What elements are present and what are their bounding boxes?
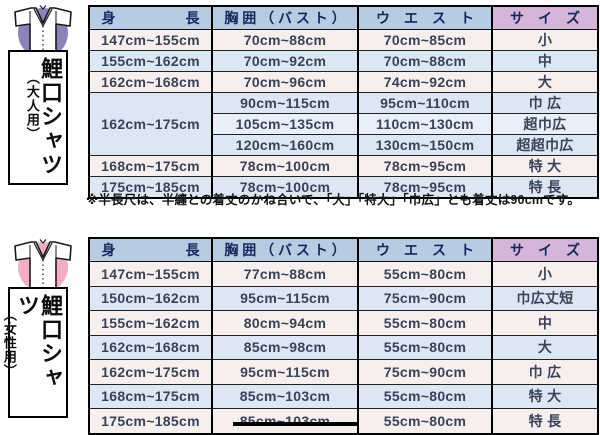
cell-waist: 110cm~130cm [357,113,492,135]
cell-height: 155cm~162cm [89,310,212,335]
header-height: 身 長 [89,6,212,30]
table-row: 147cm~155cm 77cm~88cm 55cm~80cm 小 [89,261,598,286]
cell-chest: 78cm~100cm [211,176,358,198]
cell-waist: 55cm~80cm [357,334,492,360]
cell-waist: 55cm~80cm [357,261,492,286]
cell-chest: 70cm~96cm [211,71,358,93]
cell-size: 巾 広 [491,92,598,114]
table-row: 120cm~160cm 130cm~150cm 超超巾広 [89,134,598,156]
footnote-text: ※半長尺は、半纏との着丈のかね合いで、「大」「特大」「巾広」とも着丈は90cmで… [86,193,581,207]
cell-chest: 95cm~115cm [211,285,358,311]
cell-height: 168cm~175cm [89,155,212,177]
cell-size: 特 大 [491,383,598,409]
product-variant-adult: （大人用） [23,71,39,141]
header-waist: ウ エ ス ト [357,6,492,30]
cell-chest: 70cm~92cm [211,50,358,72]
cell-size: 大 [491,334,598,360]
cell-height: 147cm~155cm [89,29,212,51]
koikuchi-shirt-icon-adult [14,5,72,58]
cell-chest: 95cm~115cm [211,359,358,384]
header-waist: ウ エ ス ト [357,238,492,262]
table-row: 105cm~135cm 110cm~130cm 超巾広 [89,113,598,135]
cell-waist: 70cm~85cm [357,29,492,51]
cell-height: 147cm~155cm [89,261,212,286]
koikuchi-shirt-icon-women [14,239,72,292]
cell-size: 中 [491,310,598,335]
cell-waist: 75cm~90cm [357,359,492,384]
cell-height: 162cm~168cm [89,334,212,360]
cell-size: 特 長 [491,176,598,198]
table-row: 175cm~185cm 85cm~103cm 55cm~80cm 特 長 [89,408,598,434]
header-height: 身 長 [89,238,212,262]
cell-chest: 78cm~100cm [211,155,358,177]
table-row: 162cm~168cm 70cm~96cm 74cm~92cm 大 [89,71,598,93]
table-header-row: 身 長 胸 囲 （ バ ス ト ） ウ エ ス ト サ イ ズ [89,6,598,30]
header-size: サ イ ズ [491,6,598,30]
header-size: サ イ ズ [491,238,598,262]
table-row: 168cm~175cm 85cm~103cm 55cm~80cm 特 大 [89,383,598,409]
cell-waist: 70cm~88cm [357,50,492,72]
product-name-women: 鯉口シャツ [13,294,63,390]
cell-height: 168cm~175cm [89,383,212,409]
cell-size: 小 [491,261,598,286]
cell-waist: 55cm~80cm [357,408,492,434]
cell-height: 175cm~185cm [89,408,212,434]
cell-chest: 85cm~98cm [211,334,358,360]
cell-chest: 105cm~135cm [211,113,358,135]
table-row: 162cm~175cm 95cm~115cm 75cm~90cm 巾 広 [89,359,598,384]
cell-chest: 77cm~88cm [211,261,358,286]
section-label-adult: 鯉口シャツ （大人用） [8,50,68,185]
header-chest: 胸 囲 （ バ ス ト ） [211,6,358,30]
table-row: 150cm~162cm 95cm~115cm 75cm~90cm 巾広丈短 [89,285,598,311]
table-row: 162cm~175cm 90cm~115cm 95cm~110cm 巾 広 [89,92,598,156]
size-table-adult: 身 長 胸 囲 （ バ ス ト ） ウ エ ス ト サ イ ズ 147cm~15… [88,5,599,199]
cell-size: 巾広丈短 [491,285,598,311]
cell-size: 中 [491,50,598,72]
cell-size: 大 [491,71,598,93]
cell-size: 超超巾広 [491,134,598,156]
cell-waist: 78cm~95cm [357,155,492,177]
cell-height: 155cm~162cm [89,50,212,72]
cell-size: 小 [491,29,598,51]
cell-size: 超巾広 [491,113,598,135]
table-row: 155cm~162cm 80cm~94cm 55cm~80cm 中 [89,310,598,335]
table-row: 175cm~185cm 78cm~100cm 78cm~95cm 特 長 [89,176,598,198]
cell-waist: 55cm~80cm [357,383,492,409]
cell-size: 巾 広 [491,359,598,384]
cell-chest: 80cm~94cm [211,310,358,335]
cell-waist: 55cm~80cm [357,310,492,335]
section-label-women: 鯉口シャツ （女性用） [1,287,68,418]
cell-chest: 90cm~115cm [211,92,358,114]
cell-height: 150cm~162cm [89,285,212,311]
cell-waist: 95cm~110cm [357,92,492,114]
product-variant-women: （女性用） [0,308,16,378]
header-chest: 胸 囲 （ バ ス ト ） [211,238,358,262]
product-name-adult: 鯉口シャツ [37,57,63,177]
table-row: 168cm~175cm 78cm~100cm 78cm~95cm 特 大 [89,155,598,177]
cell-size: 特 大 [491,155,598,177]
cell-height: 162cm~175cm [89,359,212,384]
size-table-women: 身 長 胸 囲 （ バ ス ト ） ウ エ ス ト サ イ ズ 147cm~15… [88,237,599,435]
table-row: 162cm~168cm 85cm~98cm 55cm~80cm 大 [89,334,598,360]
cell-chest: 70cm~88cm [211,29,358,51]
table-header-row: 身 長 胸 囲 （ バ ス ト ） ウ エ ス ト サ イ ズ [89,238,598,262]
cell-waist: 78cm~95cm [357,176,492,198]
cell-chest: 85cm~103cm [211,408,358,434]
table-row: 155cm~162cm 70cm~92cm 70cm~88cm 中 [89,50,598,72]
cutoff-element-mark [233,422,358,426]
cell-chest: 85cm~103cm [211,383,358,409]
table-row: 147cm~155cm 70cm~88cm 70cm~85cm 小 [89,29,598,51]
cell-waist: 74cm~92cm [357,71,492,93]
cell-chest: 120cm~160cm [211,134,358,156]
cell-height-merged: 162cm~175cm [89,92,212,156]
cell-waist: 130cm~150cm [357,134,492,156]
cell-height: 175cm~185cm [89,176,212,198]
cell-waist: 75cm~90cm [357,285,492,311]
cell-height: 162cm~168cm [89,71,212,93]
cell-size: 特 長 [491,408,598,434]
